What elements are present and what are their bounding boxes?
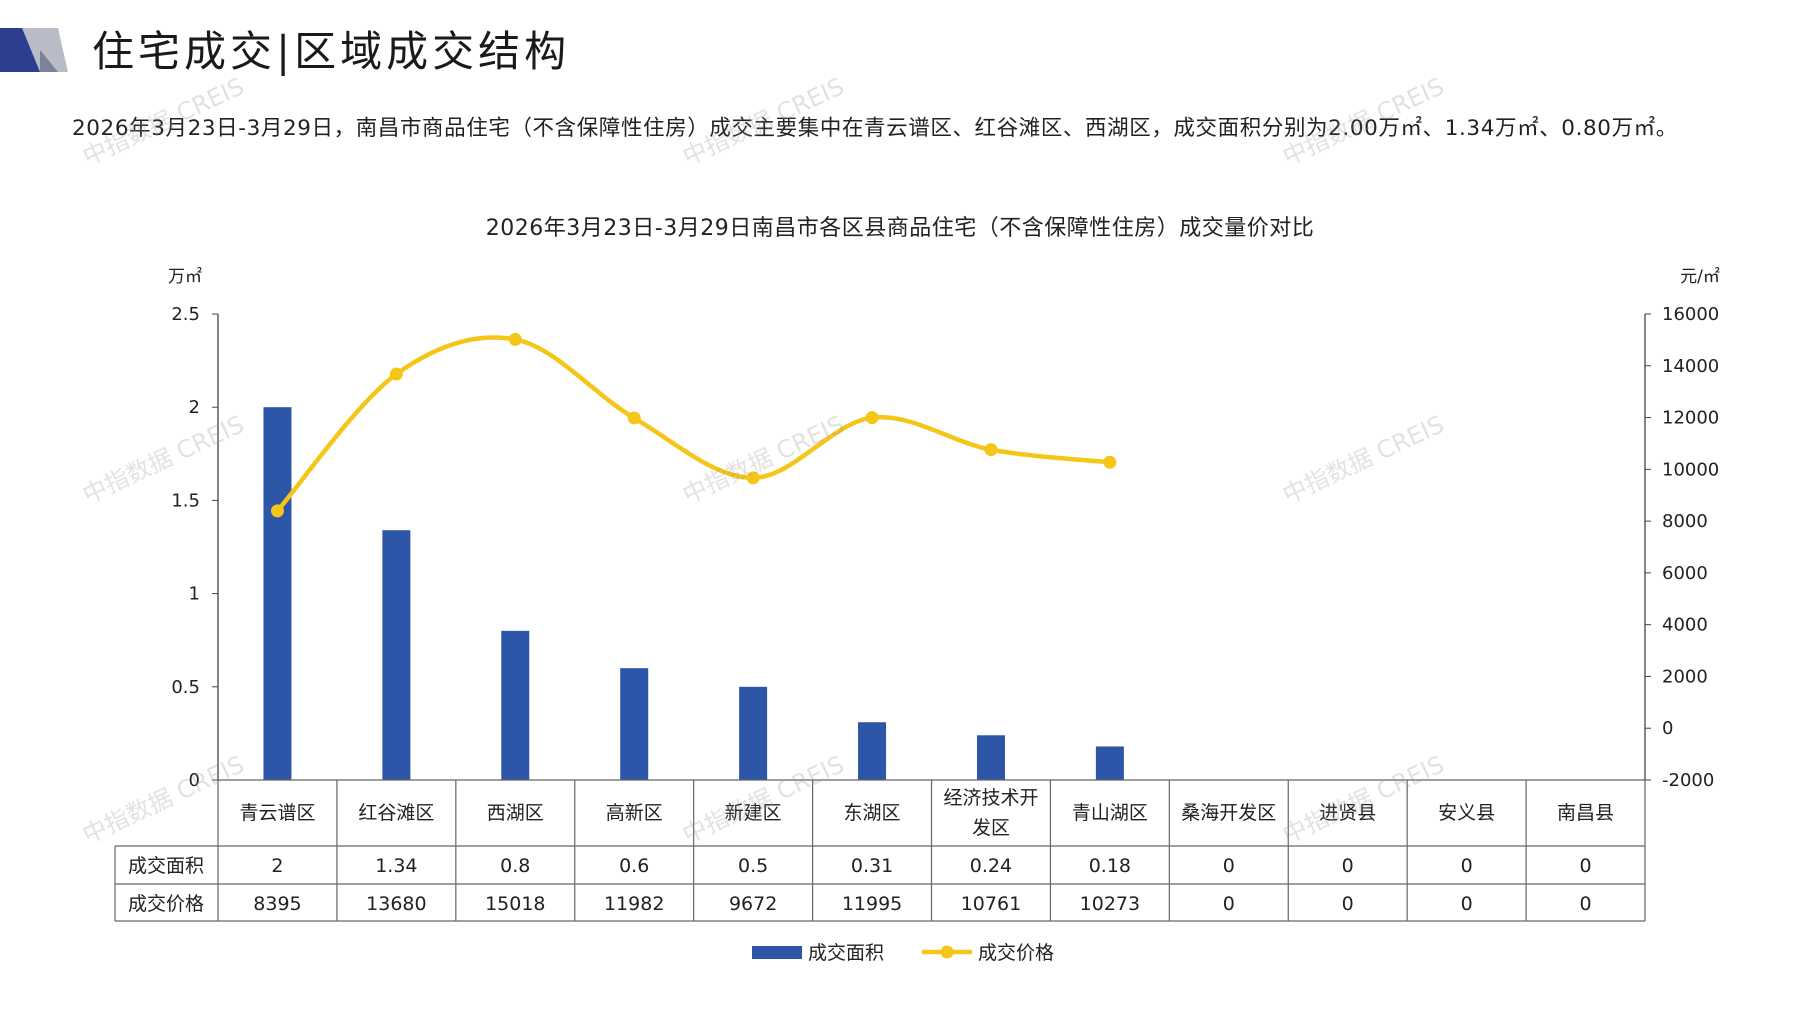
table-cell: 0 bbox=[1342, 855, 1354, 877]
category-label: 红谷滩区 bbox=[358, 802, 434, 824]
chart-title: 2026年3月23日-3月29日南昌市各区县商品住宅（不含保障性住房）成交量价对… bbox=[486, 216, 1314, 241]
bar bbox=[501, 630, 530, 780]
bar bbox=[976, 735, 1005, 780]
left-tick-label: 0 bbox=[189, 770, 200, 791]
right-tick-label: 2000 bbox=[1662, 666, 1708, 687]
right-tick-label: 10000 bbox=[1662, 459, 1719, 480]
category-label: 东湖区 bbox=[844, 802, 901, 824]
table-cell: 11995 bbox=[842, 893, 902, 915]
table-cell: 2 bbox=[271, 855, 283, 877]
bar bbox=[263, 407, 292, 780]
header-accent-icon bbox=[0, 28, 68, 72]
bar bbox=[382, 530, 411, 780]
right-tick-label: 8000 bbox=[1662, 511, 1708, 532]
left-tick-label: 2 bbox=[189, 397, 200, 418]
table-cell: 0.8 bbox=[500, 855, 530, 877]
category-label: 安义县 bbox=[1438, 802, 1495, 824]
table-cell: 0 bbox=[1342, 893, 1354, 915]
left-tick-label: 2.5 bbox=[171, 304, 200, 325]
left-tick-label: 1.5 bbox=[171, 490, 200, 511]
table-cell: 8395 bbox=[253, 893, 301, 915]
legend-swatch-bar bbox=[752, 946, 802, 959]
page-title: 住宅成交|区域成交结构 bbox=[92, 27, 571, 76]
table-cell: 15018 bbox=[485, 893, 545, 915]
table-cell: 10273 bbox=[1080, 893, 1140, 915]
right-tick-label: 16000 bbox=[1662, 304, 1719, 325]
category-label: 新建区 bbox=[725, 802, 782, 824]
price-point bbox=[627, 411, 641, 425]
table-cell: 0.5 bbox=[738, 855, 768, 877]
table-row-header: 成交价格 bbox=[128, 893, 204, 915]
table-cell: 1.34 bbox=[375, 855, 417, 877]
table-cell: 11982 bbox=[604, 893, 664, 915]
table-cell: 0.31 bbox=[851, 855, 893, 877]
category-label: 经济技术开 bbox=[943, 787, 1038, 809]
right-axis-unit: 元/㎡ bbox=[1680, 267, 1720, 287]
left-tick-label: 0.5 bbox=[171, 677, 200, 698]
table-cell: 0 bbox=[1579, 855, 1591, 877]
table-cell: 9672 bbox=[729, 893, 777, 915]
category-label: 南昌县 bbox=[1557, 802, 1614, 824]
table-cell: 10761 bbox=[961, 893, 1021, 915]
table-cell: 0 bbox=[1461, 893, 1473, 915]
category-label: 青山湖区 bbox=[1072, 802, 1148, 824]
table-cell: 0.24 bbox=[970, 855, 1012, 877]
table-cell: 0.6 bbox=[619, 855, 649, 877]
category-label: 高新区 bbox=[606, 802, 663, 824]
table-cell: 0 bbox=[1223, 893, 1235, 915]
bar bbox=[620, 668, 649, 780]
legend-marker bbox=[940, 945, 954, 959]
price-line bbox=[275, 335, 1111, 513]
price-point bbox=[270, 504, 284, 518]
price-point bbox=[1103, 455, 1117, 469]
table-row-header: 成交面积 bbox=[128, 855, 204, 877]
table-cell: 13680 bbox=[366, 893, 426, 915]
right-tick-label: 14000 bbox=[1662, 356, 1719, 377]
category-label: 发区 bbox=[972, 817, 1010, 839]
category-label: 桑海开发区 bbox=[1181, 802, 1276, 824]
right-tick-label: 6000 bbox=[1662, 563, 1708, 584]
category-label: 西湖区 bbox=[487, 802, 544, 824]
right-tick-label: 0 bbox=[1662, 718, 1673, 739]
table-cell: 0.18 bbox=[1089, 855, 1131, 877]
legend-label: 成交价格 bbox=[978, 942, 1054, 964]
price-point bbox=[746, 471, 760, 485]
left-axis-unit: 万㎡ bbox=[168, 267, 202, 287]
table-cell: 0 bbox=[1461, 855, 1473, 877]
left-tick-label: 1 bbox=[189, 584, 200, 605]
category-label: 进贤县 bbox=[1319, 802, 1376, 824]
bar bbox=[858, 722, 887, 780]
table-cell: 0 bbox=[1579, 893, 1591, 915]
legend-label: 成交面积 bbox=[808, 942, 884, 964]
price-point bbox=[389, 367, 403, 381]
right-tick-label: 4000 bbox=[1662, 615, 1708, 636]
bar bbox=[739, 686, 768, 780]
price-point bbox=[984, 443, 998, 457]
summary-text: 2026年3月23日-3月29日，南昌市商品住宅（不含保障性住房）成交主要集中在… bbox=[72, 116, 1678, 141]
price-point bbox=[865, 411, 879, 425]
category-label: 青云谱区 bbox=[239, 802, 315, 824]
right-tick-label: -2000 bbox=[1662, 770, 1714, 791]
price-point bbox=[508, 332, 522, 346]
bar bbox=[1095, 746, 1124, 780]
table-cell: 0 bbox=[1223, 855, 1235, 877]
right-tick-label: 12000 bbox=[1662, 408, 1719, 429]
